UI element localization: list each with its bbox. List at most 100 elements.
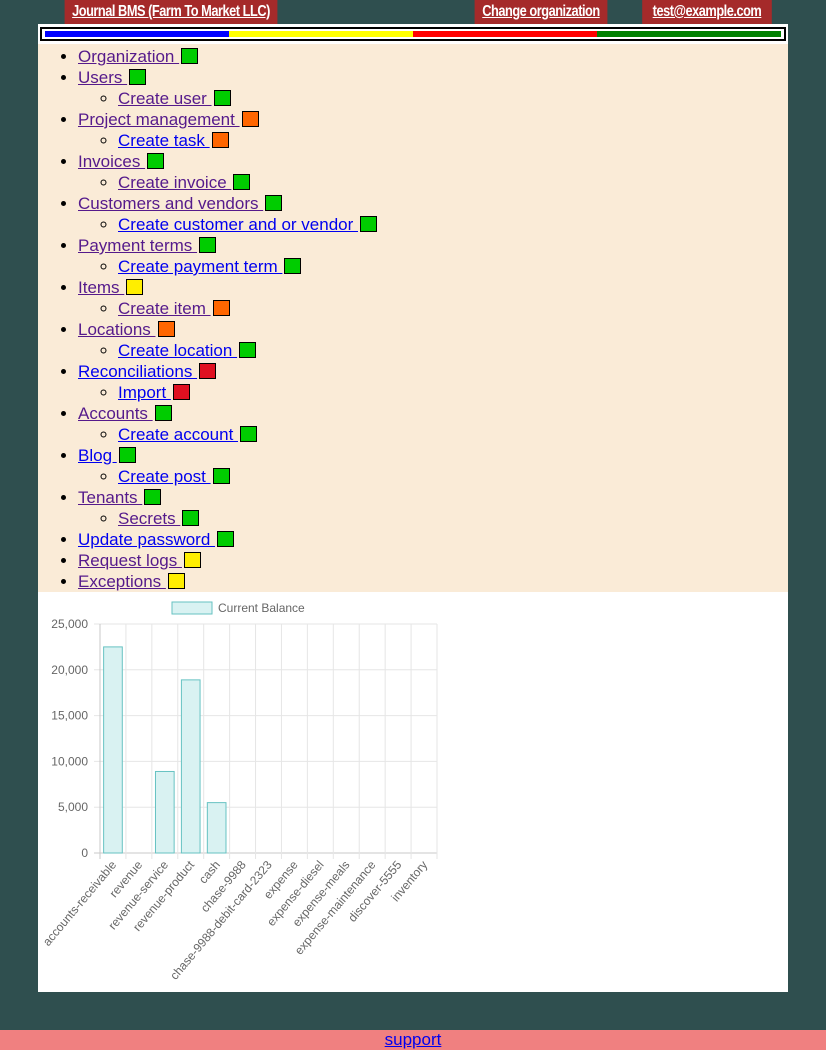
nav-sublink[interactable]: Create account [118, 425, 258, 444]
nav-sublink[interactable]: Create invoice [118, 173, 251, 192]
nav-link[interactable]: Items [78, 278, 144, 297]
nav-link[interactable]: Payment terms [78, 236, 217, 255]
nav-link[interactable]: Blog [78, 446, 136, 465]
nav-item: Accounts Create account [78, 403, 788, 445]
footer: support [0, 1030, 826, 1050]
bar [154, 770, 175, 854]
app-title-link[interactable]: Journal BMS (Farm To Market LLC) [64, 0, 278, 24]
status-square-icon [172, 384, 190, 400]
nav-link-label: Customers and vendors [78, 194, 264, 213]
nav-item: Reconciliations Import [78, 361, 788, 403]
bar [103, 646, 123, 854]
nav-item: Items Create item [78, 277, 788, 319]
status-bar-inner [40, 27, 786, 41]
nav-sublist: Create item [78, 298, 788, 319]
nav-link[interactable]: Request logs [78, 551, 201, 570]
nav-link[interactable]: Reconciliations [78, 362, 217, 381]
status-square-icon [147, 153, 165, 169]
nav-link-label: Request logs [78, 551, 182, 570]
status-square-icon [118, 447, 136, 463]
nav-sublink-label: Create account [118, 425, 239, 444]
nav-sublink[interactable]: Create user [118, 89, 231, 108]
nav-sublink[interactable]: Create task [118, 131, 229, 150]
nav-item: Tenants Secrets [78, 487, 788, 529]
nav-item: Organization [78, 46, 788, 67]
status-square-icon [129, 69, 147, 85]
nav-item: Exceptions [78, 571, 788, 592]
nav-sublink-label: Create post [118, 467, 211, 486]
status-square-icon [360, 216, 378, 232]
nav-subitem: Create customer and or vendor [118, 214, 788, 235]
nav-link-label: Invoices [78, 152, 146, 171]
nav-subitem: Create account [118, 424, 788, 445]
nav-sublink[interactable]: Create post [118, 467, 230, 486]
nav-sublink[interactable]: Secrets [118, 509, 200, 528]
nav-link[interactable]: Organization [78, 47, 199, 66]
y-tick-label: 20,000 [51, 663, 88, 677]
status-square-icon [284, 258, 302, 274]
nav-subitem: Create location [118, 340, 788, 361]
nav-sublink-label: Create payment term [118, 257, 283, 276]
x-tick-label: accounts-receivable [40, 858, 120, 949]
status-square-icon [144, 489, 162, 505]
y-tick-label: 15,000 [51, 709, 88, 723]
nav-link-label: Exceptions [78, 572, 166, 591]
header: Journal BMS (Farm To Market LLC) Change … [38, 0, 788, 24]
nav-subitem: Secrets [118, 508, 788, 529]
legend-swatch [171, 601, 213, 615]
nav-item: Request logs [78, 550, 788, 571]
nav-sublink[interactable]: Create location [118, 341, 257, 360]
change-organization-link[interactable]: Change organization [474, 0, 608, 24]
status-square-icon [240, 426, 258, 442]
nav-item: Users Create user [78, 67, 788, 109]
status-square-icon [213, 90, 231, 106]
nav-subitem: Create task [118, 130, 788, 151]
status-square-icon [183, 552, 201, 568]
status-square-icon [182, 510, 200, 526]
status-square-icon [181, 48, 199, 64]
nav-link-label: Project management [78, 110, 240, 129]
nav-link[interactable]: Tenants [78, 488, 162, 507]
nav-sublink[interactable]: Create customer and or vendor [118, 215, 378, 234]
nav-link[interactable]: Exceptions [78, 572, 185, 591]
status-segment [45, 31, 229, 37]
nav-link[interactable]: Accounts [78, 404, 172, 423]
nav-item: Blog Create post [78, 445, 788, 487]
status-square-icon [157, 321, 175, 337]
nav-link[interactable]: Update password [78, 530, 235, 549]
nav-link-label: Accounts [78, 404, 153, 423]
bar [180, 679, 201, 854]
nav-link[interactable]: Project management [78, 110, 259, 129]
nav-link-label: Users [78, 68, 128, 87]
nav-item: Update password [78, 529, 788, 550]
nav-subitem: Create user [118, 88, 788, 109]
nav-sublist: Import [78, 382, 788, 403]
nav-link-label: Reconciliations [78, 362, 198, 381]
nav-link-label: Tenants [78, 488, 143, 507]
nav-sublink[interactable]: Create payment term [118, 257, 302, 276]
nav-subitem: Create payment term [118, 256, 788, 277]
status-square-icon [265, 195, 283, 211]
nav-subitem: Create item [118, 298, 788, 319]
user-email-link[interactable]: test@example.com [642, 0, 772, 24]
y-tick-label: 25,000 [51, 617, 88, 631]
status-segment [229, 31, 413, 37]
legend-label: Current Balance [218, 601, 305, 615]
y-tick-label: 10,000 [51, 754, 88, 768]
y-tick-label: 0 [81, 846, 88, 860]
nav-sublink-label: Import [118, 383, 171, 402]
nav-sublist: Create location [78, 340, 788, 361]
nav-link[interactable]: Users [78, 68, 147, 87]
nav-sublink[interactable]: Import [118, 383, 190, 402]
nav-link[interactable]: Locations [78, 320, 175, 339]
nav-link[interactable]: Invoices [78, 152, 165, 171]
nav-sublist: Create invoice [78, 172, 788, 193]
nav-item: Invoices Create invoice [78, 151, 788, 193]
support-link[interactable]: support [384, 1030, 442, 1049]
nav-link-label: Payment terms [78, 236, 198, 255]
nav-link-label: Organization [78, 47, 180, 66]
nav-link[interactable]: Customers and vendors [78, 194, 283, 213]
nav-sublink-label: Create task [118, 131, 210, 150]
nav-sublink[interactable]: Create item [118, 299, 230, 318]
status-square-icon [233, 174, 251, 190]
